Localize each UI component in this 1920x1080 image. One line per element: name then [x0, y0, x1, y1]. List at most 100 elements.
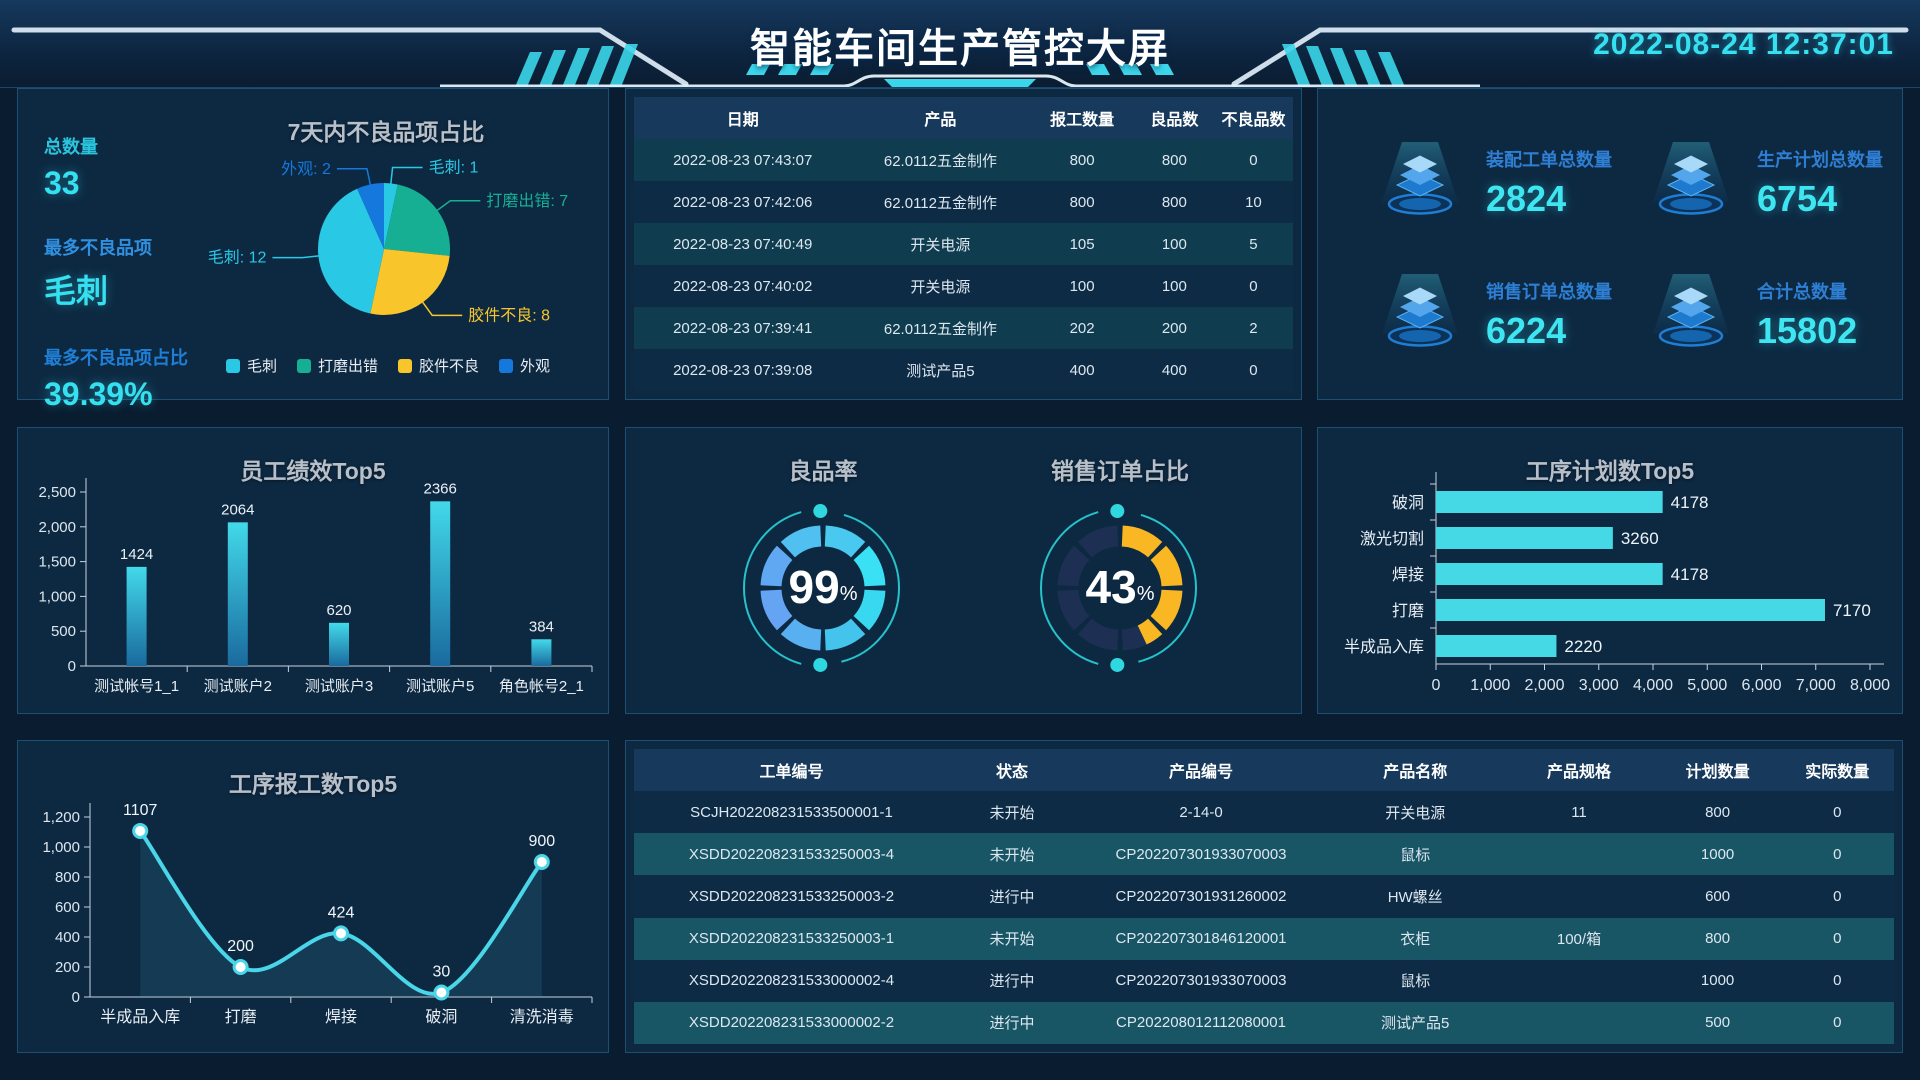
table-cell: 100	[1161, 235, 1187, 253]
table-cell: 800	[1161, 151, 1187, 169]
svg-text:测试账户2: 测试账户2	[204, 678, 272, 695]
defect-stat-value: 33	[44, 165, 80, 201]
table-cell: 0	[1833, 930, 1842, 948]
table-cell: HW螺丝	[1387, 888, 1443, 906]
table-row: 2022-08-23 07:39:41 62.0112五金制作 202 200 2	[634, 307, 1293, 349]
table-row: 2022-08-23 07:40:02 开关电源 100 100 0	[634, 265, 1293, 307]
table-cell: CP202207301933070003	[1115, 972, 1287, 990]
table-cell: 0	[1249, 361, 1258, 379]
stat-card-text: 销售订单总数量 6224	[1486, 278, 1612, 352]
table-cell: 衣柜	[1400, 931, 1431, 949]
process-plan-bar-chart[interactable]: 0 1,000 2,000 3,000 4,000 5,000 6,000 7,000 8,00…	[1318, 428, 1904, 715]
table-cell: CP202208012112080001	[1116, 1014, 1286, 1032]
good-rate-gauge[interactable]: 99%	[626, 428, 964, 715]
table-cell	[1503, 833, 1654, 875]
table-cell: 测试产品5	[906, 362, 975, 380]
table-cell: 开关电源	[910, 236, 971, 254]
legend-label: 毛刺	[247, 358, 278, 375]
layered-diamonds-icon	[1653, 142, 1729, 215]
svg-text:7170: 7170	[1833, 601, 1871, 620]
table-row: 2022-08-23 07:40:49 开关电源 105 100 5	[634, 223, 1293, 265]
table-cell: 0	[1833, 845, 1842, 863]
svg-text:测试帐号1_1: 测试帐号1_1	[94, 678, 179, 695]
svg-text:620: 620	[326, 602, 351, 619]
defect-pie-chart[interactable]: 毛刺: 1 打磨出错: 7 胶件不良: 8 毛刺: 12 外观: 2	[18, 89, 610, 401]
legend-item[interactable]: 毛刺	[226, 355, 277, 376]
table-cell: 进行中	[989, 1015, 1035, 1033]
svg-text:200: 200	[227, 938, 254, 955]
table-cell: 62.0112五金制作	[883, 320, 997, 338]
svg-text:激光切割: 激光切割	[1360, 530, 1424, 548]
table-header-cell: 日期	[726, 112, 759, 129]
svg-text:打磨: 打磨	[1392, 602, 1424, 620]
defect-stat-label: 最多不良品项占比	[44, 348, 188, 368]
legend-item[interactable]: 打磨出错	[297, 355, 378, 376]
table-header-row: 工单编号 状态 产品编号 产品名称 产品规格 计划数量 实际数量	[634, 749, 1894, 791]
svg-text:打磨: 打磨	[225, 1008, 257, 1026]
table-cell: 未开始	[989, 846, 1035, 864]
table-cell: 2	[1249, 319, 1258, 337]
table-cell: 2-14-0	[1179, 803, 1223, 821]
table-cell: 800	[1069, 193, 1095, 211]
stat-card-value: 6754	[1757, 178, 1838, 219]
stat-card: 装配工单总数量 2824	[1344, 117, 1615, 249]
svg-text:1,500: 1,500	[38, 554, 76, 571]
svg-text:424: 424	[328, 904, 355, 921]
svg-text:4178: 4178	[1671, 565, 1709, 584]
panel-title: 工序计划数Top5	[1525, 458, 1695, 484]
svg-text:4178: 4178	[1671, 493, 1709, 512]
panel-title: 工序报工数Top5	[228, 771, 398, 797]
defect-stat: 最多不良品项占比 39.39%	[44, 344, 188, 413]
legend-item[interactable]: 胶件不良	[398, 355, 479, 376]
table-cell: 鼠标	[1400, 973, 1431, 991]
table-cell: 1000	[1700, 845, 1735, 863]
defect-stat-value: 39.39%	[44, 376, 153, 412]
table-cell: XSDD202208231533250003-1	[688, 930, 895, 948]
table-cell: SCJH202208231533500001-1	[690, 803, 893, 821]
table-header-cell: 工单编号	[759, 764, 824, 781]
employee-bar-chart[interactable]: 0 500 1,000 1,500 2,000 2,500 1424 测试帐号1_1 2064 测…	[18, 428, 610, 715]
panel-process-report: 工序报工数Top5 0 200 400 600 800 1,000 1,200 半成品入库 打磨…	[17, 740, 609, 1053]
table-cell: 0	[1249, 151, 1258, 169]
svg-text:500: 500	[51, 623, 76, 640]
table-header-cell: 产品名称	[1383, 764, 1448, 781]
svg-text:384: 384	[529, 618, 554, 635]
table-cell: 0	[1833, 972, 1842, 990]
table-row: XSDD202208231533000002-2 进行中 CP20220801211…	[634, 1001, 1894, 1045]
svg-text:900: 900	[528, 833, 555, 850]
table-cell: 100	[1161, 277, 1187, 295]
stat-card-label: 生产计划总数量	[1757, 150, 1883, 170]
panel-report-table: 日期 产品 报工数量 良品数 不良品数 2022-08-23 07:43:07 62.011…	[625, 88, 1302, 400]
process-report-line-chart[interactable]: 0 200 400 600 800 1,000 1,200 半成品入库 打磨 焊接 破洞 清洗消毒 11…	[18, 741, 610, 1054]
svg-text:0: 0	[1432, 677, 1441, 694]
legend-label: 胶件不良	[419, 358, 480, 375]
svg-text:清洗消毒: 清洗消毒	[510, 1008, 574, 1026]
defect-stat-value: 毛刺	[44, 273, 109, 309]
table-cell: 测试产品5	[1381, 1015, 1450, 1033]
svg-text:3260: 3260	[1621, 529, 1659, 548]
table-cell: CP202207301931260002	[1115, 887, 1287, 905]
table-cell: 2022-08-23 07:40:02	[673, 277, 813, 295]
sales-ratio-gauge[interactable]: 43%	[965, 428, 1303, 715]
svg-text:8,000: 8,000	[1850, 677, 1890, 694]
panel-gauges: 良品率 销售订单占比 99% 43%	[625, 427, 1302, 714]
panel-process-plan: 工序计划数Top5 0 1,000 2,000 3,000 4,000 5,000 6,00…	[1317, 427, 1903, 714]
table-cell: 2022-08-23 07:42:06	[673, 193, 813, 211]
svg-text:6,000: 6,000	[1741, 677, 1781, 694]
table-cell: CP202207301846120001	[1115, 930, 1287, 948]
stat-card-label: 合计总数量	[1757, 282, 1847, 302]
panel-title: 销售订单占比	[1051, 458, 1189, 484]
svg-text:焊接: 焊接	[325, 1008, 357, 1026]
table-cell: 进行中	[989, 973, 1035, 991]
svg-text:测试账户5: 测试账户5	[406, 678, 474, 695]
table-cell: 800	[1069, 151, 1095, 169]
table-cell: 100	[1069, 277, 1095, 295]
legend-item[interactable]: 外观	[499, 355, 550, 376]
work-order-table: 工单编号 状态 产品编号 产品名称 产品规格 计划数量 实际数量 SCJH2022082315…	[634, 749, 1894, 1045]
clock: 2022-08-24 12:37:01	[1593, 28, 1894, 61]
svg-text:1,000: 1,000	[42, 839, 80, 856]
svg-text:毛刺: 1: 毛刺: 1	[429, 158, 479, 176]
table-row: 2022-08-23 07:39:08 测试产品5 400 400 0	[634, 349, 1293, 391]
svg-text:1,000: 1,000	[38, 588, 76, 605]
table-row: XSDD202208231533250003-4 未开始 CP20220730193…	[634, 833, 1894, 876]
